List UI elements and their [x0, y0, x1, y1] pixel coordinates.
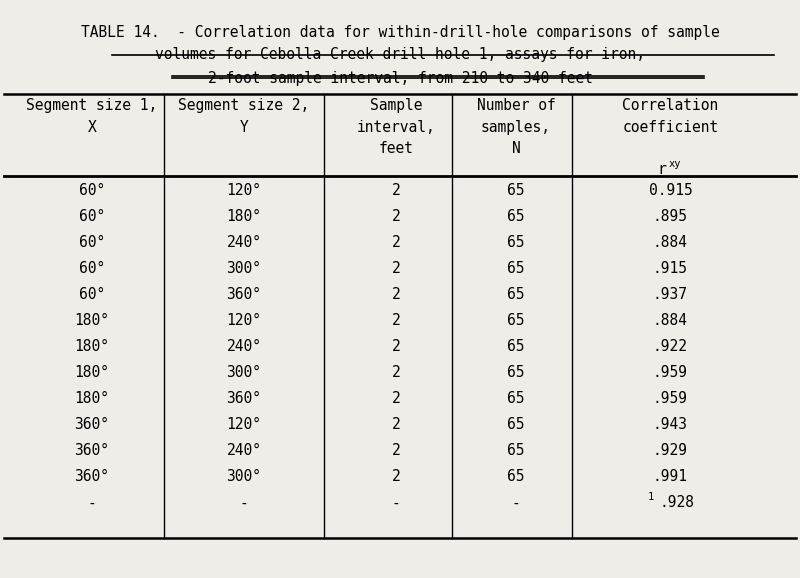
Text: 240°: 240°: [226, 443, 262, 458]
Text: 2: 2: [392, 365, 400, 380]
Text: 2: 2: [392, 261, 400, 276]
Text: 180°: 180°: [74, 313, 110, 328]
Text: 65: 65: [507, 209, 525, 224]
Text: 360°: 360°: [74, 469, 110, 484]
Text: .959: .959: [653, 365, 688, 380]
Text: Y: Y: [240, 120, 248, 135]
Text: 240°: 240°: [226, 235, 262, 250]
Text: 2-foot sample interval, from 210 to 340 feet: 2-foot sample interval, from 210 to 340 …: [207, 71, 593, 86]
Text: 60°: 60°: [79, 209, 105, 224]
Text: 65: 65: [507, 235, 525, 250]
Text: interval,: interval,: [357, 120, 435, 135]
Text: .915: .915: [653, 261, 688, 276]
Text: 2: 2: [392, 209, 400, 224]
Text: 180°: 180°: [74, 391, 110, 406]
Text: 360°: 360°: [74, 443, 110, 458]
Text: 65: 65: [507, 391, 525, 406]
Text: -: -: [512, 495, 520, 510]
Text: 240°: 240°: [226, 339, 262, 354]
Text: coefficient: coefficient: [622, 120, 718, 135]
Text: .991: .991: [653, 469, 688, 484]
Text: 2: 2: [392, 183, 400, 198]
Text: 300°: 300°: [226, 469, 262, 484]
Text: 2: 2: [392, 313, 400, 328]
Text: 360°: 360°: [226, 287, 262, 302]
Text: .929: .929: [653, 443, 688, 458]
Text: volumes for Cebolla Creek drill hole 1, assays for iron,: volumes for Cebolla Creek drill hole 1, …: [155, 47, 645, 62]
Text: Correlation: Correlation: [622, 98, 718, 113]
Text: 60°: 60°: [79, 183, 105, 198]
Text: -: -: [392, 495, 400, 510]
Text: N: N: [512, 141, 520, 156]
Text: .928: .928: [659, 495, 694, 510]
Text: 65: 65: [507, 313, 525, 328]
Text: Number of: Number of: [477, 98, 555, 113]
Text: 360°: 360°: [74, 417, 110, 432]
Text: 2: 2: [392, 235, 400, 250]
Text: 180°: 180°: [74, 365, 110, 380]
Text: X: X: [88, 120, 96, 135]
Text: .884: .884: [653, 313, 688, 328]
Text: 120°: 120°: [226, 417, 262, 432]
Text: 60°: 60°: [79, 287, 105, 302]
Text: 65: 65: [507, 261, 525, 276]
Text: -: -: [88, 495, 96, 510]
Text: .884: .884: [653, 235, 688, 250]
Text: 60°: 60°: [79, 235, 105, 250]
Text: .959: .959: [653, 391, 688, 406]
Text: 65: 65: [507, 183, 525, 198]
Text: 2: 2: [392, 391, 400, 406]
Text: 300°: 300°: [226, 261, 262, 276]
Text: 1: 1: [647, 492, 654, 502]
Text: 2: 2: [392, 287, 400, 302]
Text: 2: 2: [392, 417, 400, 432]
Text: Segment size 2,: Segment size 2,: [178, 98, 310, 113]
Text: 65: 65: [507, 365, 525, 380]
Text: feet: feet: [378, 141, 414, 156]
Text: Sample: Sample: [370, 98, 422, 113]
Text: .943: .943: [653, 417, 688, 432]
Text: 2: 2: [392, 469, 400, 484]
Text: 2: 2: [392, 443, 400, 458]
Text: 120°: 120°: [226, 313, 262, 328]
Text: 60°: 60°: [79, 261, 105, 276]
Text: 65: 65: [507, 443, 525, 458]
Text: xy: xy: [669, 159, 682, 169]
Text: 0.915: 0.915: [649, 183, 692, 198]
Text: .922: .922: [653, 339, 688, 354]
Text: 65: 65: [507, 417, 525, 432]
Text: 300°: 300°: [226, 365, 262, 380]
Text: 65: 65: [507, 339, 525, 354]
Text: -: -: [240, 495, 248, 510]
Text: TABLE 14.  - Correlation data for within-drill-hole comparisons of sample: TABLE 14. - Correlation data for within-…: [81, 25, 719, 40]
Text: 120°: 120°: [226, 183, 262, 198]
Text: 65: 65: [507, 287, 525, 302]
Text: 360°: 360°: [226, 391, 262, 406]
Text: 65: 65: [507, 469, 525, 484]
Text: Segment size 1,: Segment size 1,: [26, 98, 158, 113]
Text: .895: .895: [653, 209, 688, 224]
Text: 180°: 180°: [226, 209, 262, 224]
Text: .937: .937: [653, 287, 688, 302]
Text: 180°: 180°: [74, 339, 110, 354]
Text: samples,: samples,: [481, 120, 551, 135]
Text: r: r: [658, 162, 666, 177]
Text: 2: 2: [392, 339, 400, 354]
